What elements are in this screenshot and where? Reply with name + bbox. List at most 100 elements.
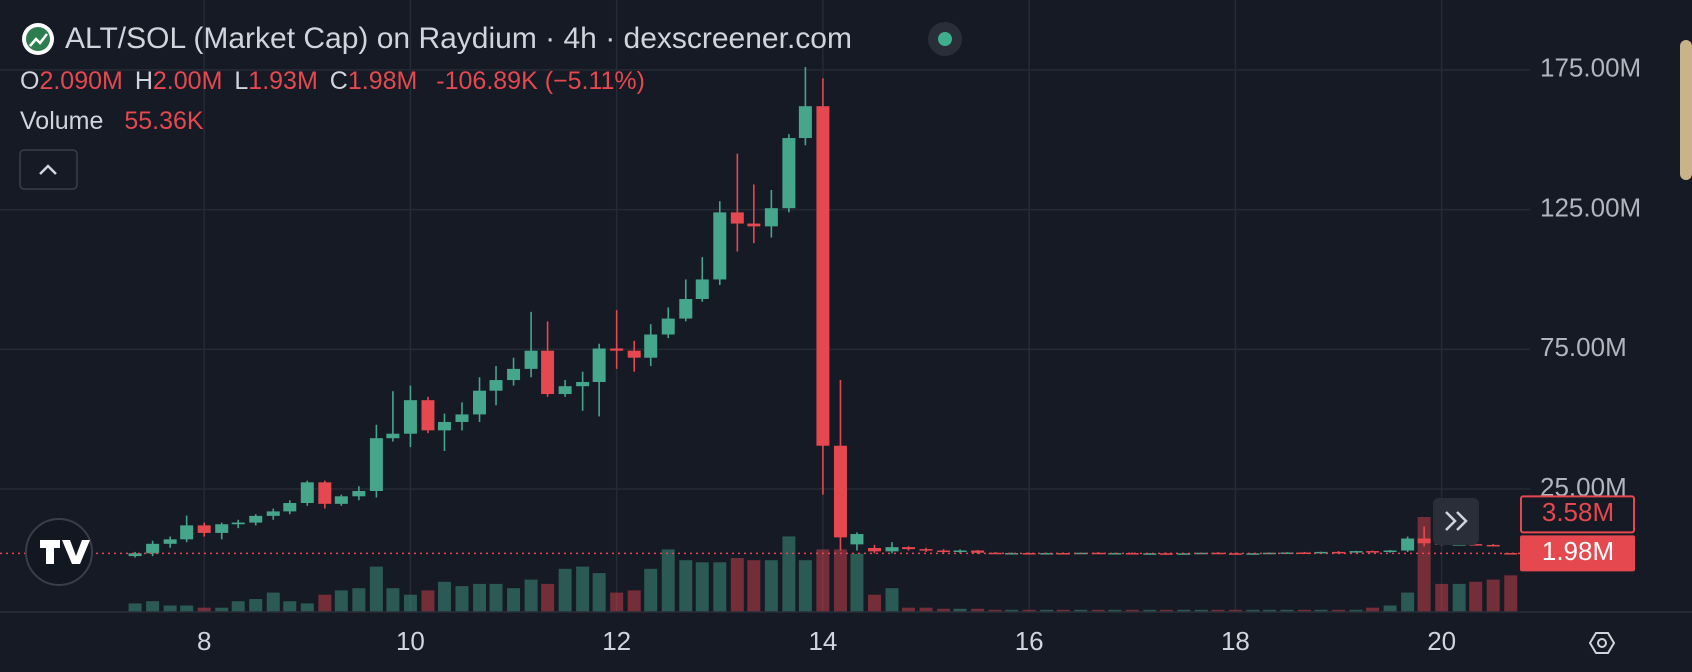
x-tick-label: 16 (1015, 626, 1044, 656)
candle-body (782, 138, 796, 209)
volume-bar (1401, 592, 1415, 612)
candle-body (558, 386, 572, 395)
candle-body (1211, 552, 1225, 555)
volume-bar (334, 590, 348, 612)
candle-body (1005, 553, 1019, 555)
volume-bar (1091, 609, 1105, 612)
x-tick-label: 18 (1221, 626, 1250, 656)
legend-key: L (234, 67, 249, 95)
volume-bar (283, 601, 297, 612)
candle-body (695, 279, 709, 300)
volume-bar (1246, 609, 1260, 612)
candle-body (1504, 553, 1518, 555)
candle-body (1143, 553, 1157, 555)
candle-body (833, 445, 847, 538)
tv-logo[interactable] (25, 518, 93, 586)
candle-body (1159, 553, 1173, 555)
volume-bar (1143, 609, 1157, 612)
volume-bar (558, 568, 572, 612)
volume-bar (146, 601, 160, 612)
volume-bar (215, 607, 229, 612)
candle-body (524, 350, 538, 369)
volume-bar (627, 590, 641, 612)
y-tick-label: 125.00M (1540, 192, 1641, 222)
legend-key: O (20, 67, 40, 95)
candle-body (231, 522, 245, 525)
volume-bar (197, 607, 211, 612)
volume-bar (885, 588, 899, 612)
candle-body (318, 482, 332, 504)
volume-bar (1332, 609, 1346, 612)
volume-bar (1074, 609, 1088, 612)
volume-bar (541, 583, 555, 612)
candle-body (713, 212, 727, 280)
candle-body (592, 348, 606, 383)
candle-body (369, 438, 383, 491)
candle-body (576, 382, 590, 387)
settings-icon[interactable] (1588, 632, 1616, 654)
token-icon-inner (26, 27, 50, 51)
x-tick-label: 8 (197, 626, 211, 656)
candle-body (627, 350, 641, 358)
candle-body (437, 421, 451, 431)
volume-bar (1452, 583, 1466, 612)
volume-bar (266, 592, 280, 612)
candle-body (1469, 544, 1483, 546)
volume-bar (1159, 609, 1173, 612)
volume-bar (644, 568, 658, 612)
candle-body (352, 490, 366, 497)
collapse-icon (39, 164, 57, 175)
volume-bar (1022, 609, 1036, 612)
volume-value: 55.36K (124, 107, 204, 135)
legend-key: C (329, 67, 348, 95)
x-tick-label: 14 (808, 626, 837, 656)
volume-bar (919, 607, 933, 612)
volume-bar (1504, 575, 1518, 612)
candle-body (1401, 538, 1415, 551)
volume-bar (1366, 607, 1380, 612)
candle-body (489, 380, 503, 391)
candle-body (421, 400, 435, 431)
volume-bar (764, 560, 778, 612)
candle-body (988, 552, 1002, 555)
volume-bar (695, 562, 709, 612)
collapse-button[interactable] (19, 149, 78, 190)
volume-bar (1108, 609, 1122, 612)
candle-body (610, 348, 624, 351)
volume-bar (231, 601, 245, 612)
candle-body (644, 334, 658, 358)
scroll-icon (1445, 511, 1468, 531)
last-price-label: 1.98M (1542, 536, 1614, 566)
volume-bar (403, 594, 417, 612)
volume-bar (386, 588, 400, 612)
candle-body (403, 400, 417, 434)
candle-body (1022, 553, 1036, 555)
volume-bar (1125, 609, 1139, 612)
candle-body (1040, 553, 1054, 555)
candle-body (764, 208, 778, 227)
token-icon-mark (29, 33, 48, 47)
volume-bar (180, 605, 194, 612)
volume-bar (318, 594, 332, 612)
candle-body (816, 106, 830, 446)
volume-bar (163, 605, 177, 612)
volume-bar (1435, 583, 1449, 612)
volume-bar (1228, 609, 1242, 612)
volume-bar (421, 590, 435, 612)
volume-bar (437, 581, 451, 612)
candle-body (679, 299, 693, 319)
candle-body (747, 223, 761, 227)
volume-bar (833, 549, 847, 612)
volume-bar (953, 608, 967, 612)
tv-logo-mark (40, 540, 90, 564)
marker-label: 3.58M (1542, 497, 1614, 527)
volume-bar (1194, 609, 1208, 612)
volume-bar (1486, 579, 1500, 612)
volume-bar (1280, 609, 1294, 612)
volume-bar (747, 560, 761, 612)
volume-bar (937, 608, 951, 612)
candle-body (1246, 553, 1260, 555)
volume-bar (1314, 609, 1328, 612)
candle-body (730, 212, 744, 224)
